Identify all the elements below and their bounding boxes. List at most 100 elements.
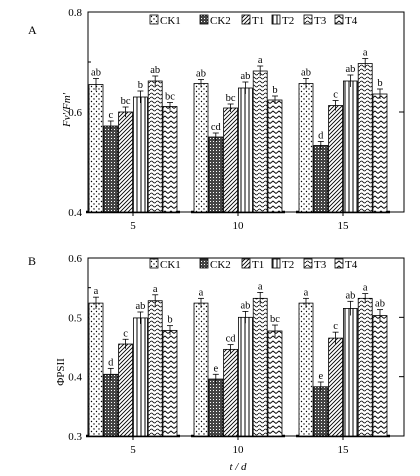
significance-letter: e	[213, 363, 218, 374]
significance-letter: ab	[91, 68, 101, 79]
bar-t4-15	[372, 93, 388, 213]
significance-letter: ab	[345, 290, 355, 301]
significance-letter: d	[108, 357, 114, 368]
bar-t2-10	[237, 87, 253, 213]
significance-letter: c	[333, 90, 338, 101]
legend-swatch-t2	[271, 258, 281, 269]
legend-swatch-t3	[303, 258, 313, 269]
legend-label-t2: T2	[282, 15, 294, 27]
legend-label-t1: T1	[252, 259, 264, 271]
bar-ck2-5	[103, 373, 119, 437]
x-tick-label: 15	[338, 220, 350, 232]
bar-ck1-5	[88, 84, 104, 213]
bar-ck2-5	[103, 125, 119, 213]
y-tick-label: 0.5	[68, 312, 82, 324]
significance-letter: bc	[121, 96, 131, 107]
significance-letter: ab	[150, 65, 160, 76]
x-tick-label: 10	[233, 444, 245, 456]
significance-letter: a	[258, 55, 263, 66]
bar-t1-5	[118, 343, 133, 437]
bar-t1-5	[118, 111, 133, 213]
legend-label-ck1: CK1	[160, 259, 181, 271]
significance-letter: ab	[240, 300, 250, 311]
legend-label-ck2: CK2	[210, 15, 231, 27]
panel-b-x-ticks: 5 10 15	[130, 436, 349, 456]
x-tick-label: 5	[130, 220, 136, 232]
bar-t4-5	[162, 106, 178, 213]
legend-label-ck2: CK2	[210, 259, 231, 271]
bar-t1-15	[328, 337, 344, 437]
y-tick-label: 0.3	[68, 431, 82, 443]
bar-t4-10	[267, 99, 283, 213]
significance-letter: b	[272, 85, 277, 96]
significance-letter: b	[138, 80, 143, 91]
y-tick-label: 0.4	[68, 207, 82, 219]
significance-letter: b	[377, 78, 382, 89]
bar-ck2-15	[313, 145, 329, 213]
bar-t3-10	[252, 297, 268, 437]
legend-label-t2: T2	[282, 259, 294, 271]
bar-t1-10	[223, 348, 239, 437]
significance-letter: ab	[240, 71, 250, 82]
panel-a: A Fv'/Fm' 0.40.60.8 abcbcbabbcabcdbcabab…	[28, 7, 405, 232]
bar-t2-5	[132, 96, 148, 213]
significance-letter: a	[363, 48, 368, 59]
significance-letter: ab	[375, 299, 385, 310]
significance-letter: ab	[301, 68, 311, 79]
legend-swatch-ck1	[149, 258, 159, 269]
legend-swatch-t1	[241, 258, 251, 269]
significance-letter: ab	[135, 301, 145, 312]
panel-b-ylabel: ΦPSII	[55, 358, 67, 386]
legend-label-ck1: CK1	[160, 15, 181, 27]
bar-t1-10	[223, 107, 239, 213]
bar-t2-15	[342, 80, 358, 213]
legend-swatch-ck1	[149, 14, 159, 25]
legend-label-t4: T4	[345, 15, 358, 27]
legend-swatch-t4	[334, 14, 344, 25]
x-tick-label: 15	[338, 444, 350, 456]
panel-a-ylabel: Fv'/Fm'	[61, 92, 73, 128]
bar-ck1-10	[193, 302, 209, 437]
legend-label-t1: T1	[252, 15, 264, 27]
significance-letter: b	[167, 315, 172, 326]
y-tick-label: 0.4	[68, 372, 82, 384]
panel-a-letter: A	[28, 23, 37, 37]
legend-label-t3: T3	[314, 259, 327, 271]
bar-ck2-15	[313, 386, 329, 437]
significance-letter: c	[123, 328, 128, 339]
bar-t3-15	[357, 63, 373, 213]
legend-swatch-t2	[271, 14, 281, 25]
y-tick-label: 0.6	[68, 107, 82, 119]
panel-a-legend: CK1 CK2 T1 T2 T3 T4	[149, 14, 358, 27]
panel-b-legend: CK1 CK2 T1 T2 T3 T4	[149, 258, 358, 271]
legend-swatch-ck2	[199, 258, 209, 269]
x-tick-label: 5	[130, 444, 136, 456]
significance-letter: a	[94, 286, 99, 297]
bar-t3-5	[147, 80, 163, 213]
bar-ck1-5	[88, 302, 104, 437]
bar-t3-15	[357, 297, 373, 437]
panel-b-letter: B	[28, 254, 36, 268]
panel-b-ylabel-text: ΦPSII	[55, 358, 67, 386]
significance-letter: c	[108, 110, 113, 121]
panel-a-x-ticks: 5 10 15	[130, 212, 349, 232]
significance-letter: bc	[226, 93, 236, 104]
significance-letter: a	[363, 283, 368, 294]
x-tick-label: 10	[233, 220, 245, 232]
bar-t2-15	[342, 308, 358, 437]
bar-t3-5	[147, 300, 163, 437]
legend-label-t3: T3	[314, 15, 327, 27]
legend-swatch-t4	[334, 258, 344, 269]
significance-letter: ab	[345, 64, 355, 75]
significance-letter: d	[318, 131, 324, 142]
panel-b: B ΦPSII 0.30.40.50.6 adcababaecdababcaec…	[28, 253, 405, 473]
legend-swatch-ck2	[199, 14, 209, 25]
significance-letter: cd	[211, 122, 222, 133]
bar-ck1-15	[298, 83, 314, 213]
bar-t4-5	[162, 329, 178, 437]
y-tick-label: 0.6	[68, 253, 82, 265]
bar-t4-10	[267, 330, 283, 437]
